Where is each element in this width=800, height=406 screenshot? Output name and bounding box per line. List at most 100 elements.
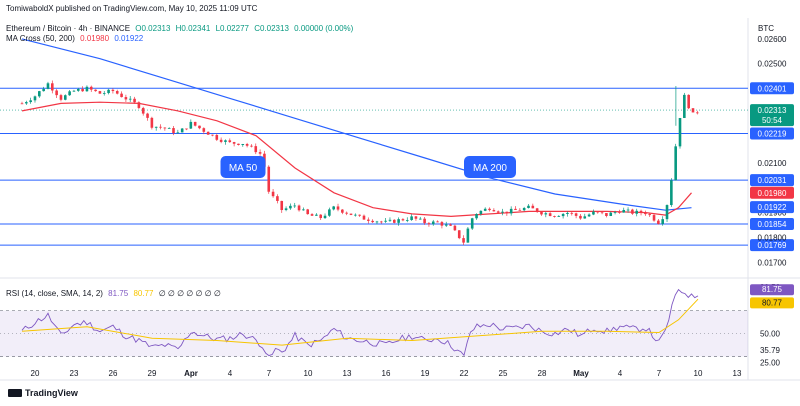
currency-label: BTC: [758, 24, 774, 33]
candle-body: [159, 126, 162, 128]
candle-body: [635, 210, 639, 214]
ohlc-open: O0.02313: [135, 24, 171, 33]
price-tick-label: 0.02600: [758, 35, 787, 44]
candle-body: [639, 210, 643, 214]
candle-body: [380, 221, 383, 223]
price-tick-label: 0.01700: [758, 258, 787, 267]
price-badge: [750, 201, 794, 214]
candle-body: [631, 209, 634, 214]
ma50-value: 0.01980: [80, 34, 110, 43]
candle-body: [371, 220, 374, 223]
candle-body: [258, 152, 262, 154]
candle-body: [661, 219, 664, 224]
candle-body: [349, 213, 353, 215]
tradingview-footer[interactable]: TradingView: [8, 388, 78, 398]
candle-body: [306, 209, 310, 215]
price-badge: [750, 186, 794, 199]
candle-body: [479, 210, 483, 215]
candle-body: [107, 89, 110, 94]
time-tick-label: 13: [343, 369, 352, 378]
time-tick-label: 7: [267, 369, 272, 378]
candle-body: [133, 98, 136, 103]
time-tick-label: Apr: [184, 369, 198, 378]
candle-body: [89, 86, 93, 90]
candle-body: [211, 134, 214, 136]
candle-body: [332, 206, 335, 210]
candle-body: [219, 139, 223, 142]
ma50-line: [21, 101, 692, 218]
candle-body: [587, 214, 591, 217]
rsi-sma-value: 80.77: [133, 289, 154, 298]
level-badge: [750, 82, 794, 95]
annotation-callout: [464, 156, 516, 178]
candle-body: [167, 128, 171, 129]
candle-body: [449, 224, 452, 226]
candle-body: [535, 208, 539, 212]
candle-body: [180, 128, 184, 133]
ma-indicator-name[interactable]: MA Cross (50, 200): [6, 34, 75, 43]
candle-body: [59, 95, 63, 100]
ohlc-change: 0.00000 (0.00%): [294, 24, 354, 33]
time-tick-label: 4: [618, 369, 623, 378]
candle-body: [561, 213, 565, 217]
candle-body: [297, 205, 301, 211]
candle-body: [141, 107, 145, 114]
candle-body: [310, 214, 314, 216]
candle-body: [81, 88, 84, 92]
candle-body: [319, 214, 323, 219]
time-tick-label: 23: [70, 369, 79, 378]
level-badge-label: 0.02401: [758, 84, 787, 93]
rsi-indicator-name[interactable]: RSI (14, close, SMA, 14, 2): [6, 289, 103, 298]
candle-body: [462, 238, 465, 243]
candle-body: [440, 222, 444, 226]
candle-body: [328, 209, 331, 216]
ma-legend: MA Cross (50, 200) 0.01980 0.01922: [6, 34, 146, 43]
tradingview-logo-icon: [8, 389, 22, 397]
candle-body: [583, 216, 587, 219]
candle-body: [68, 91, 71, 96]
candle-body: [94, 89, 97, 92]
rsi-badge: [750, 284, 794, 296]
symbol-name[interactable]: Ethereum / Bitcoin · 4h · BINANCE: [6, 24, 131, 33]
ohlc-close: C0.02313: [254, 24, 289, 33]
rsi-tick-label: 35.79: [760, 346, 781, 355]
candle-body: [492, 210, 496, 212]
candle-body: [315, 214, 318, 216]
candle-body: [544, 213, 548, 215]
candle-body: [470, 218, 474, 229]
rsi-value: 81.75: [108, 289, 129, 298]
candle-body: [670, 180, 673, 206]
annotation-callout: [220, 156, 266, 178]
candle-body: [323, 215, 327, 219]
candle-body: [267, 166, 271, 192]
candle-body: [154, 126, 158, 128]
candle-body: [592, 211, 595, 215]
candle-body: [367, 219, 370, 221]
candle-body: [522, 208, 526, 211]
candle-body: [176, 132, 180, 134]
price-badge-countdown: 50:54: [762, 116, 783, 125]
candle-body: [665, 205, 669, 220]
candle-body: [115, 91, 119, 94]
annotation-label: MA 50: [229, 163, 258, 174]
candle-body: [254, 146, 258, 153]
candle-body: [397, 219, 400, 223]
candle-body: [496, 211, 500, 213]
candle-body: [622, 209, 626, 213]
candle-body: [566, 212, 569, 214]
time-tick-label: 16: [382, 369, 391, 378]
ma200-line: [21, 38, 692, 211]
time-tick-label: 13: [733, 369, 742, 378]
candle-body: [271, 191, 275, 197]
ma200-value: 0.01922: [114, 34, 144, 43]
candle-body: [51, 83, 54, 91]
candle-body: [55, 90, 58, 96]
candle-body: [501, 211, 504, 213]
time-tick-label: 28: [538, 369, 547, 378]
time-tick-label: 19: [421, 369, 430, 378]
candle-body: [414, 216, 418, 219]
level-badge: [750, 239, 794, 252]
candle-body: [98, 91, 102, 94]
candle-body: [284, 208, 288, 211]
